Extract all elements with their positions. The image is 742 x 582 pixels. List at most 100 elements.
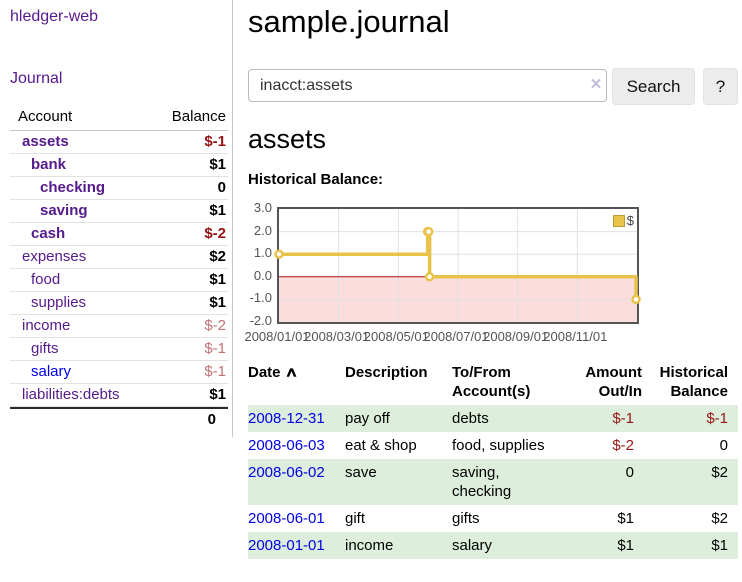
chart-legend: $ [612, 213, 634, 228]
account-link-food[interactable]: food [31, 271, 61, 288]
transaction-row: 2008-06-02 save saving, checking 0 $2 [248, 459, 738, 505]
x-tick-label: 2008/11/01 [543, 329, 608, 344]
account-balance: $1 [209, 271, 226, 288]
transaction-accounts: food, supplies [452, 437, 545, 454]
account-link-supplies[interactable]: supplies [31, 294, 87, 311]
balance-column-header: Balance [171, 108, 226, 125]
transaction-description: gift [345, 510, 366, 527]
transaction-amount: $-2 [612, 437, 634, 454]
x-tick-label: 2008/05/01 [363, 329, 429, 344]
account-link-saving[interactable]: saving [40, 202, 88, 219]
y-tick-label: 2.0 [253, 222, 272, 238]
account-title: assets [248, 124, 327, 154]
transaction-balance: 0 [719, 437, 728, 454]
transaction-row: 2008-01-01 income salary $1 $1 [248, 532, 738, 559]
legend-swatch-icon [612, 214, 625, 227]
transaction-accounts: saving, checking [452, 464, 512, 500]
accounts-table: Account Balance assets $-1 bank $1 check… [10, 105, 228, 430]
search-input[interactable] [248, 69, 607, 102]
transaction-description: income [345, 537, 394, 554]
y-tick-label: -2.0 [249, 313, 272, 328]
account-balance: $-1 [204, 133, 226, 150]
help-button[interactable]: ? [703, 68, 738, 105]
historical-balance-chart: $ 3.0 2.0 1.0 0.0 -1.0 -2.0 2008/01/01 2008/03/… [244, 200, 642, 347]
transaction-row: 2008-06-03 eat & shop food, supplies $-2… [248, 432, 738, 459]
account-row: assets $-1 [10, 131, 228, 154]
accounts-total-row: 0 [10, 407, 228, 430]
account-balance: $-1 [204, 363, 226, 380]
transaction-accounts: gifts [452, 510, 480, 527]
account-balance: $-2 [204, 225, 226, 242]
clear-search-icon[interactable]: × [590, 74, 602, 95]
chart-title: Historical Balance: [248, 171, 384, 188]
sidebar: hledger-web Journal Account Balance asse… [0, 0, 233, 437]
transaction-description: pay off [345, 410, 390, 427]
transaction-date-link[interactable]: 2008-01-01 [248, 537, 325, 554]
app-brand-link[interactable]: hledger-web [10, 8, 99, 25]
transaction-amount: $-1 [612, 410, 634, 427]
transaction-accounts: salary [452, 537, 493, 554]
account-balance: $1 [209, 294, 226, 311]
account-link-income[interactable]: income [22, 317, 71, 334]
y-tick-label: 1.0 [253, 245, 272, 261]
account-link-cash[interactable]: cash [31, 225, 66, 242]
accounts-column-header: Account [18, 108, 73, 125]
account-row: income $-2 [10, 315, 228, 338]
legend-label: $ [626, 213, 634, 228]
account-row: liabilities:debts $1 [10, 384, 228, 407]
account-row: gifts $-1 [10, 338, 228, 361]
sort-ascending-icon: ∧ [284, 364, 298, 381]
register-table: Date ∧ Description To/From Account(s) Amo… [248, 360, 738, 559]
chart-canvas [274, 209, 641, 322]
register-header-row: Date ∧ Description To/From Account(s) Amo… [248, 360, 738, 405]
transaction-amount: $1 [617, 510, 634, 527]
account-row: expenses $2 [10, 246, 228, 269]
column-header-description: Description [345, 364, 428, 381]
x-tick-label: 2008/01/01 [244, 329, 310, 344]
account-balance: $-1 [204, 340, 226, 357]
account-balance: $2 [209, 248, 226, 265]
x-tick-label: 2008/09/01 [483, 329, 549, 344]
sidebar-item-journal[interactable]: Journal [10, 70, 63, 87]
column-header-amount: Amount Out/In [585, 364, 642, 400]
transaction-row: 2008-06-01 gift gifts $1 $2 [248, 505, 738, 532]
account-link-salary[interactable]: salary [31, 363, 72, 380]
transaction-balance: $-1 [706, 410, 728, 427]
account-row: bank $1 [10, 154, 228, 177]
search-button[interactable]: Search [612, 68, 695, 105]
transaction-row: 2008-12-31 pay off debts $-1 $-1 [248, 405, 738, 432]
x-tick-label: 2008/03/01 [304, 329, 370, 344]
column-header-balance: Historical Balance [659, 364, 728, 400]
transaction-date-link[interactable]: 2008-06-03 [248, 437, 325, 454]
account-balance: 0 [217, 179, 226, 196]
account-balance: $1 [209, 156, 226, 173]
transaction-description: save [345, 464, 377, 481]
transaction-date-link[interactable]: 2008-12-31 [248, 410, 325, 427]
account-row: checking 0 [10, 177, 228, 200]
transaction-date-link[interactable]: 2008-06-02 [248, 464, 325, 481]
account-link-gifts[interactable]: gifts [31, 340, 59, 357]
account-link-bank[interactable]: bank [31, 156, 67, 173]
account-link-assets[interactable]: assets [22, 133, 69, 150]
y-tick-label: 0.0 [253, 267, 272, 283]
transaction-date-link[interactable]: 2008-06-01 [248, 510, 325, 527]
chart-plot: $ [274, 207, 641, 324]
account-link-liabilities-debts[interactable]: liabilities:debts [22, 386, 120, 403]
transaction-balance: $2 [711, 464, 728, 481]
account-row: food $1 [10, 269, 228, 292]
account-link-checking[interactable]: checking [40, 179, 106, 196]
x-tick-label: 2008/07/01 [423, 329, 489, 344]
column-header-accounts: To/From Account(s) [452, 364, 531, 400]
account-link-expenses[interactable]: expenses [22, 248, 87, 265]
y-tick-label: -1.0 [249, 290, 272, 306]
accounts-total-balance: 0 [207, 411, 216, 428]
account-row: supplies $1 [10, 292, 228, 315]
transaction-description: eat & shop [345, 437, 417, 454]
transaction-balance: $1 [711, 537, 728, 554]
account-balance: $-2 [204, 317, 226, 334]
column-header-date[interactable]: Date ∧ [248, 364, 298, 381]
account-balance: $1 [209, 202, 226, 219]
page-title: sample.journal [248, 4, 450, 39]
account-row: cash $-2 [10, 223, 228, 246]
account-row: salary $-1 [10, 361, 228, 384]
